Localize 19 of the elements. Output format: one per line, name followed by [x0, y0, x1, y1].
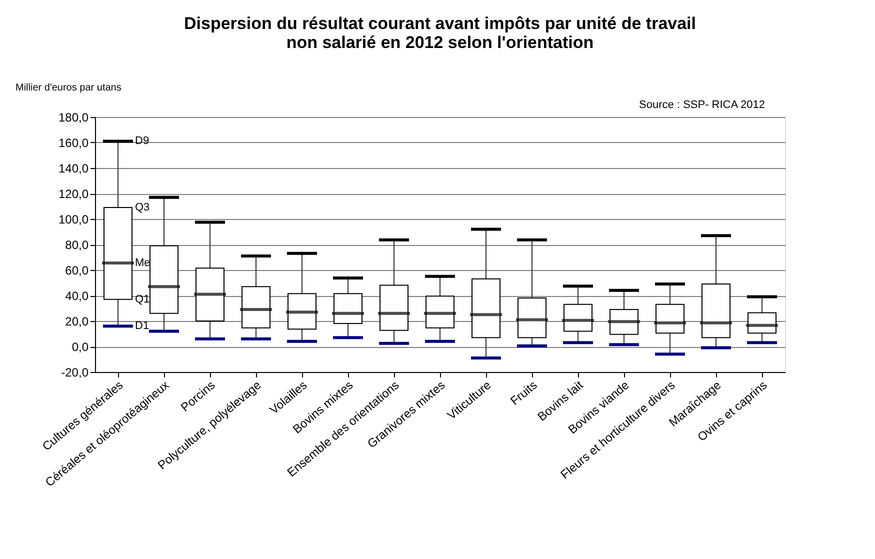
y-tick-label: 60,0 [65, 264, 89, 278]
annotation: Me [135, 256, 150, 269]
y-axis-title: Millier d'euros par utans [16, 82, 122, 94]
annotation: Q3 [135, 202, 150, 214]
y-tick-label: 160,0 [58, 136, 89, 150]
y-tick-label: 0,0 [72, 340, 89, 354]
y-tick-label: 20,0 [65, 314, 89, 328]
y-tick-label: 120,0 [58, 187, 89, 201]
y-tick-label: 180,0 [58, 110, 89, 124]
source-note: Source : SSP- RICA 2012 [639, 99, 765, 111]
annotation: Q1 [135, 293, 150, 306]
y-tick-label: 100,0 [58, 212, 89, 226]
annotation: D9 [135, 135, 150, 148]
y-tick-label: 140,0 [58, 162, 89, 176]
y-tick-label: 40,0 [65, 289, 89, 303]
y-tick-label: 80,0 [65, 238, 89, 252]
chart-title: Dispersion du résultat courant avant impôts par unité de travail non salarié en 2012 selon l'orientation [184, 14, 696, 52]
annotation: D1 [135, 320, 150, 332]
y-tick-label: -20,0 [61, 366, 89, 380]
